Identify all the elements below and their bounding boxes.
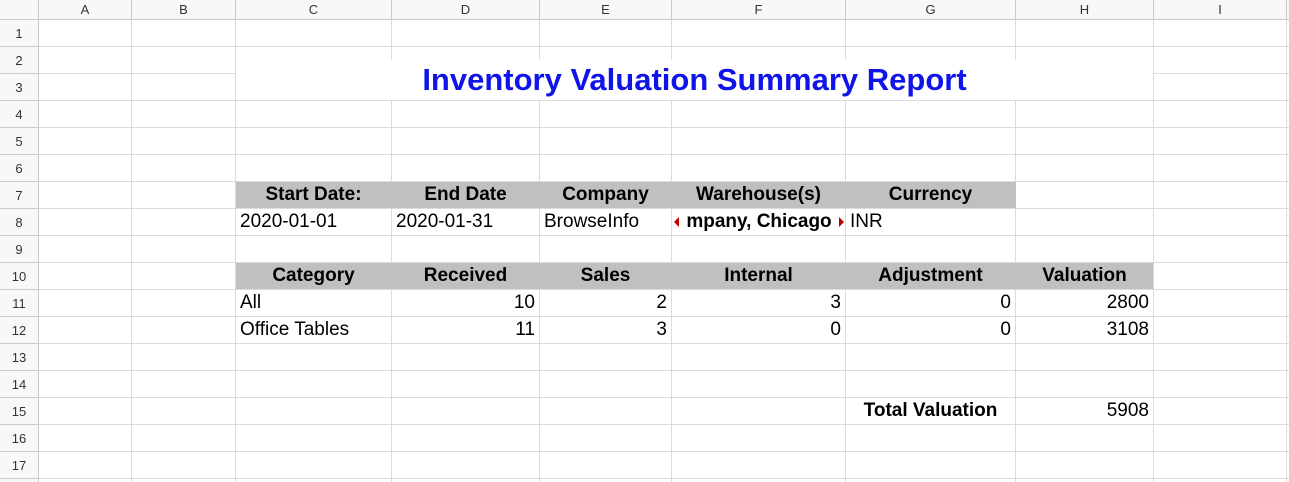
overflow-left-arrow-icon <box>674 217 679 227</box>
gridline <box>39 46 1289 47</box>
table-header-category[interactable]: Category <box>272 265 355 286</box>
table-cell-valuation[interactable]: 3108 <box>1106 319 1149 340</box>
table-cell-internal[interactable]: 3 <box>830 292 841 313</box>
param-value-warehouses[interactable]: mpany, Chicago <box>686 211 832 232</box>
param-header-warehouses[interactable]: Warehouse(s) <box>696 184 821 205</box>
gridline <box>39 289 1289 290</box>
table-cell-received[interactable]: 10 <box>513 292 535 313</box>
gridline <box>235 20 236 482</box>
gridline <box>39 262 1289 263</box>
param-header-currency[interactable]: Currency <box>888 184 973 205</box>
param-header-end-date[interactable]: End Date <box>424 184 507 205</box>
gridline <box>539 20 540 482</box>
overflow-right-arrow-icon <box>839 217 844 227</box>
row-header-3[interactable]: 3 <box>0 74 39 101</box>
select-all-corner[interactable] <box>0 0 39 20</box>
gridline <box>39 181 1289 182</box>
gridline <box>39 424 1289 425</box>
total-valuation-label[interactable]: Total Valuation <box>846 398 1015 424</box>
gridline <box>39 100 1289 101</box>
column-header-b[interactable]: B <box>132 0 236 20</box>
gridline <box>1015 20 1016 482</box>
row-header-5[interactable]: 5 <box>0 128 39 155</box>
column-header-c[interactable]: C <box>236 0 392 20</box>
gridline <box>39 208 1289 209</box>
gridline <box>131 20 132 482</box>
row-header-14[interactable]: 14 <box>0 371 39 398</box>
gridline <box>845 20 846 482</box>
table-cell-valuation[interactable]: 2800 <box>1106 292 1149 313</box>
table-cell-adjustment[interactable]: 0 <box>1000 319 1011 340</box>
row-header-17[interactable]: 17 <box>0 452 39 479</box>
table-cell-internal[interactable]: 0 <box>830 319 841 340</box>
table-cell-sales[interactable]: 3 <box>656 319 667 340</box>
row-header-edge <box>0 479 39 482</box>
gridline <box>39 478 1289 479</box>
table-header-sales[interactable]: Sales <box>580 265 631 286</box>
gridline <box>39 370 1289 371</box>
param-value-start-date[interactable]: 2020-01-01 <box>240 211 338 232</box>
row-header-6[interactable]: 6 <box>0 155 39 182</box>
row-header-9[interactable]: 9 <box>0 236 39 263</box>
gridline <box>391 20 392 482</box>
column-header-d[interactable]: D <box>392 0 540 20</box>
row-header-11[interactable]: 11 <box>0 290 39 317</box>
row-header-2[interactable]: 2 <box>0 47 39 74</box>
gridline <box>39 154 1289 155</box>
param-value-currency[interactable]: INR <box>850 211 883 232</box>
row-header-4[interactable]: 4 <box>0 101 39 128</box>
gridline <box>39 343 1289 344</box>
params-header-bar <box>236 182 1016 208</box>
table-cell-received[interactable]: 11 <box>515 319 535 340</box>
row-header-13[interactable]: 13 <box>0 344 39 371</box>
gridline <box>39 235 1289 236</box>
table-cell-category[interactable]: All <box>240 292 262 313</box>
row-header-12[interactable]: 12 <box>0 317 39 344</box>
table-cell-sales[interactable]: 2 <box>656 292 667 313</box>
gridline <box>39 397 1289 398</box>
table-cell-category[interactable]: Office Tables <box>240 319 350 340</box>
column-header-i[interactable]: I <box>1154 0 1287 20</box>
row-header-1[interactable]: 1 <box>0 20 39 47</box>
gridline <box>39 316 1289 317</box>
table-header-received[interactable]: Received <box>423 265 508 286</box>
gridline <box>1153 20 1154 482</box>
total-valuation-value[interactable]: 5908 <box>1106 400 1149 421</box>
param-header-start-date[interactable]: Start Date: <box>265 184 362 205</box>
row-header-16[interactable]: 16 <box>0 425 39 452</box>
row-header-10[interactable]: 10 <box>0 263 39 290</box>
row-header-8[interactable]: 8 <box>0 209 39 236</box>
report-title[interactable]: Inventory Valuation Summary Report <box>236 60 1153 100</box>
gridline <box>39 451 1289 452</box>
column-header-e[interactable]: E <box>540 0 672 20</box>
row-header-7[interactable]: 7 <box>0 182 39 209</box>
table-header-adjustment[interactable]: Adjustment <box>878 265 983 286</box>
table-header-bar <box>236 263 1153 289</box>
column-header-a[interactable]: A <box>39 0 132 20</box>
table-cell-adjustment[interactable]: 0 <box>1000 292 1011 313</box>
table-header-valuation[interactable]: Valuation <box>1042 265 1127 286</box>
table-header-internal[interactable]: Internal <box>724 265 793 286</box>
gridline <box>39 127 1289 128</box>
param-header-company[interactable]: Company <box>562 184 649 205</box>
gridline <box>1286 20 1287 482</box>
param-value-company[interactable]: BrowseInfo <box>544 211 640 232</box>
column-header-edge <box>1287 0 1289 20</box>
param-value-end-date[interactable]: 2020-01-31 <box>396 211 494 232</box>
column-header-f[interactable]: F <box>672 0 846 20</box>
column-header-h[interactable]: H <box>1016 0 1154 20</box>
gridline <box>671 20 672 482</box>
column-header-g[interactable]: G <box>846 0 1016 20</box>
row-header-15[interactable]: 15 <box>0 398 39 425</box>
